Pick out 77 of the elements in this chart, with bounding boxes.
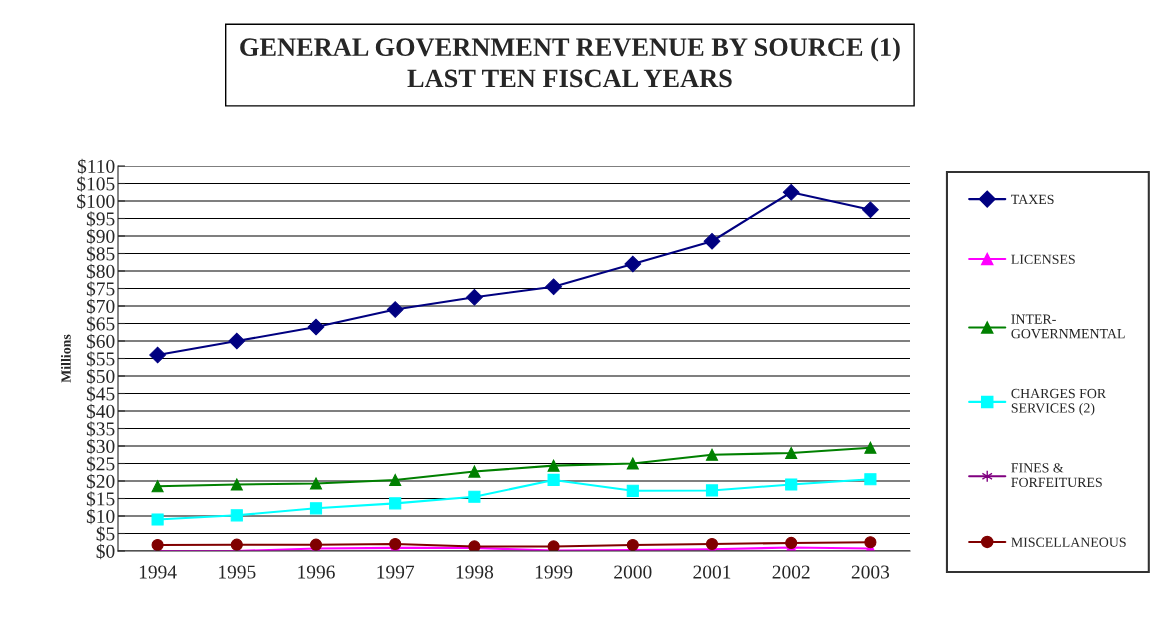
y-tick-label: $30 — [86, 438, 115, 455]
point — [782, 183, 800, 201]
point — [151, 513, 164, 526]
y-tick-label: $10 — [86, 508, 115, 525]
x-tick-label: 1999 — [535, 565, 573, 579]
legend-label: CHARGES FOR SERVICES (2) — [1011, 388, 1107, 416]
y-tick-label: $0 — [96, 543, 115, 560]
x-tick-label: 2002 — [772, 565, 810, 579]
point — [230, 509, 243, 522]
point — [309, 477, 323, 490]
x-tick-label: 2003 — [851, 565, 890, 579]
y-tick-label: $80 — [86, 263, 115, 280]
point — [545, 278, 562, 296]
point — [309, 502, 323, 515]
point — [230, 538, 243, 551]
y-tick-label: $45 — [86, 386, 115, 402]
point — [151, 480, 164, 493]
x-tick-label: 1998 — [456, 565, 494, 579]
legend-label: TAXES — [1011, 194, 1054, 205]
x-tick-label: 2000 — [614, 565, 652, 579]
point — [864, 473, 877, 486]
y-tick-label: $5 — [96, 526, 115, 542]
point — [864, 441, 877, 454]
point — [626, 457, 639, 470]
point — [862, 201, 879, 219]
point — [705, 448, 719, 461]
y-tick-label: $40 — [86, 403, 115, 420]
point — [624, 255, 642, 273]
y-tick-label: $35 — [86, 421, 115, 437]
y-tick-label: $25 — [86, 456, 115, 472]
y-tick-label: $60 — [86, 333, 115, 350]
point — [547, 473, 560, 487]
x-tick-label: 1997 — [377, 565, 415, 579]
y-tick-label: $75 — [86, 281, 115, 297]
point — [468, 490, 481, 503]
y-tick-label: $110 — [77, 158, 115, 175]
y-tick-label: $70 — [86, 298, 115, 315]
point — [149, 346, 166, 364]
legend-label: INTER- GOVERNMENTAL — [1011, 314, 1125, 339]
y-tick-label: $105 — [77, 176, 115, 192]
legend-label: FINES & FORFEITURES — [1011, 463, 1102, 488]
y-tick-label: $20 — [86, 473, 115, 490]
chart-title: GENERAL GOVERNMENT REVENUE BY SOURCE (1) LAST TEN FISCAL YEARS — [240, 37, 900, 88]
point — [547, 459, 560, 472]
x-tick-label: 1995 — [219, 565, 256, 579]
point — [705, 484, 719, 497]
y-tick-label: $55 — [86, 351, 115, 367]
point — [389, 473, 402, 487]
point — [626, 484, 639, 497]
y-tick-label: $90 — [86, 228, 115, 245]
point — [703, 232, 721, 250]
x-tick-label: 1996 — [298, 565, 335, 579]
y-tick-label: $100 — [77, 193, 115, 210]
point — [389, 497, 402, 510]
y-tick-label: $85 — [86, 246, 115, 262]
legend-label: MISCELLANEOUS — [1011, 537, 1126, 547]
point — [785, 446, 798, 460]
point — [626, 538, 639, 551]
point — [228, 332, 246, 350]
point — [386, 301, 404, 318]
point — [151, 538, 164, 551]
y-tick-label: $50 — [86, 368, 115, 385]
point — [466, 288, 483, 306]
y-tick-label: $65 — [86, 316, 115, 332]
point — [230, 478, 243, 491]
x-tick-label: 2001 — [693, 565, 731, 579]
y-tick-label: $95 — [86, 211, 115, 227]
x-tick-label: 1994 — [139, 565, 177, 579]
y-axis-title: Millions — [60, 334, 71, 383]
point — [785, 478, 798, 491]
legend-label: LICENSES — [1011, 254, 1075, 265]
y-tick-label: $15 — [86, 491, 115, 507]
point — [307, 318, 325, 336]
point — [785, 536, 798, 550]
point — [864, 536, 877, 549]
point — [389, 537, 402, 551]
point — [468, 465, 481, 478]
